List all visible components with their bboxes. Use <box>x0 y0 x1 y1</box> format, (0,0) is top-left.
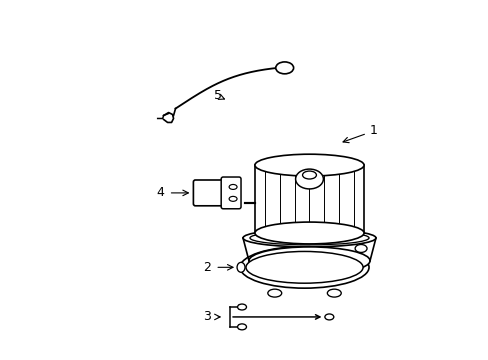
Ellipse shape <box>302 171 316 179</box>
Text: 4: 4 <box>156 186 164 199</box>
Text: 2: 2 <box>203 261 211 274</box>
Ellipse shape <box>237 304 246 310</box>
Ellipse shape <box>354 244 366 252</box>
Text: 1: 1 <box>369 124 377 137</box>
Ellipse shape <box>248 247 369 275</box>
Ellipse shape <box>229 184 237 189</box>
Ellipse shape <box>267 289 281 297</box>
Ellipse shape <box>254 154 364 176</box>
Ellipse shape <box>295 169 323 189</box>
Ellipse shape <box>240 247 368 288</box>
Text: 3: 3 <box>203 310 211 323</box>
Ellipse shape <box>275 62 293 74</box>
Ellipse shape <box>324 314 333 320</box>
Ellipse shape <box>245 251 362 283</box>
Ellipse shape <box>243 229 375 247</box>
Ellipse shape <box>229 196 237 201</box>
Ellipse shape <box>326 289 341 297</box>
Ellipse shape <box>237 262 244 272</box>
Ellipse shape <box>249 231 368 245</box>
FancyBboxPatch shape <box>221 177 241 209</box>
Text: 5: 5 <box>214 89 222 102</box>
Ellipse shape <box>254 222 364 244</box>
FancyBboxPatch shape <box>193 180 224 206</box>
Ellipse shape <box>237 324 246 330</box>
